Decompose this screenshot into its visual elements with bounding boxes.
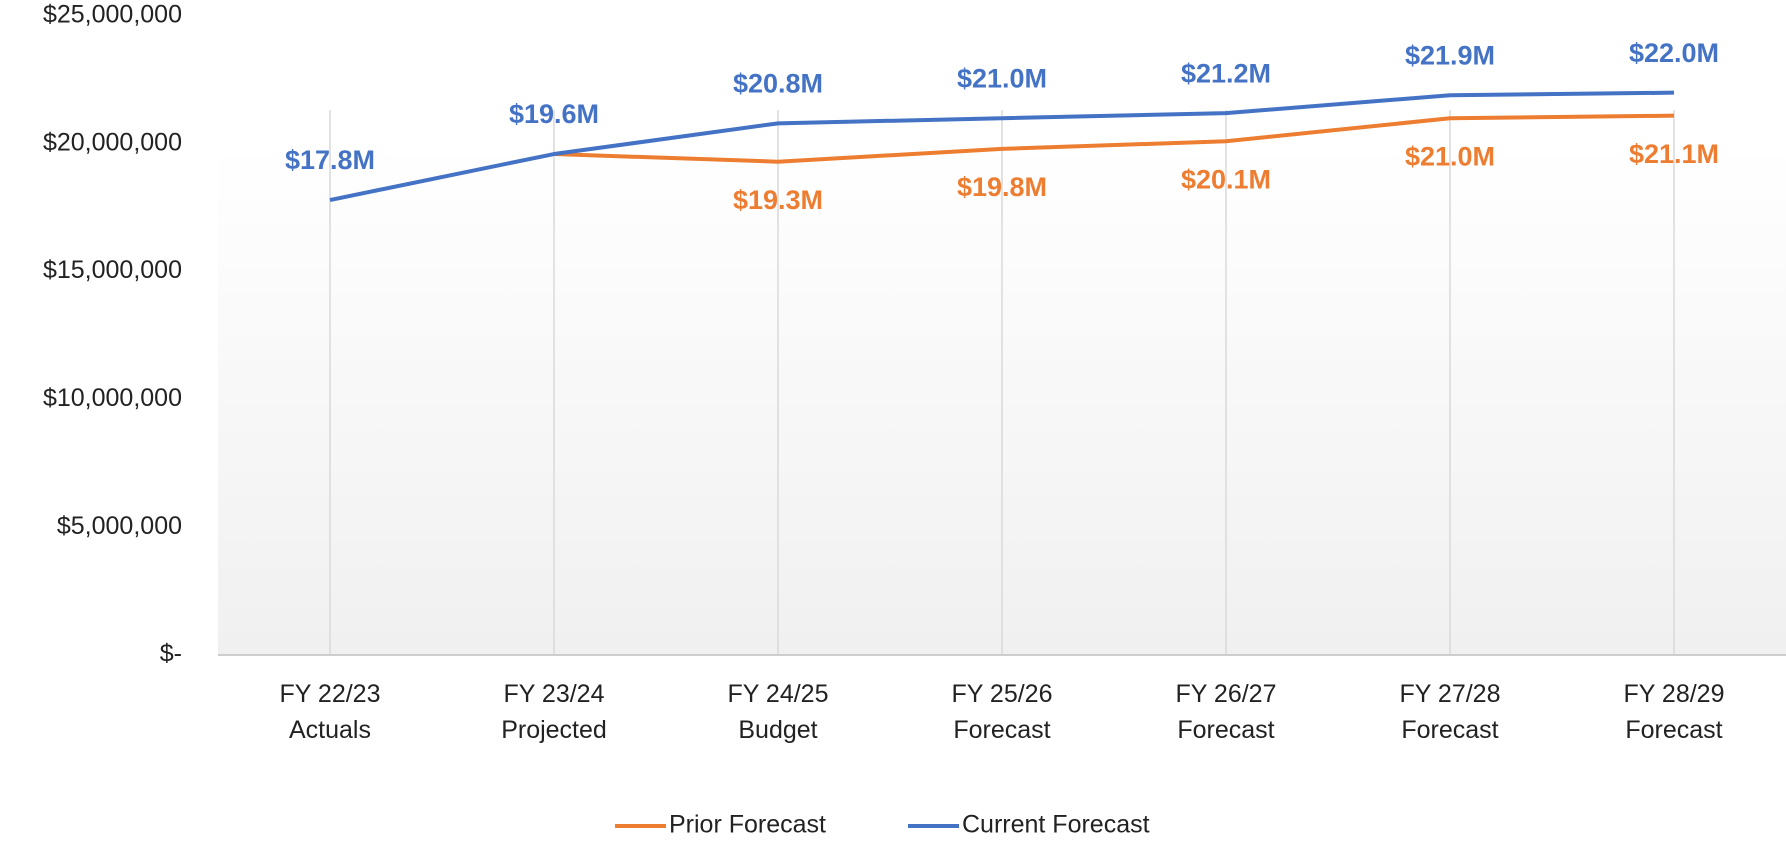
y-tick-label: $5,000,000 bbox=[57, 512, 182, 540]
x-tick-label: FY 24/25 Budget bbox=[727, 680, 828, 744]
data-label: $21.0M bbox=[957, 63, 1047, 93]
x-tick-label-line: Forecast bbox=[1177, 716, 1274, 744]
y-tick-label: $20,000,000 bbox=[43, 128, 182, 156]
x-tick-label-line: FY 28/29 bbox=[1623, 680, 1724, 708]
data-label: $21.1M bbox=[1629, 139, 1719, 169]
x-tick-label-line: Forecast bbox=[1401, 716, 1498, 744]
x-tick-label: FY 22/23 Actuals bbox=[279, 680, 380, 744]
x-tick-label: FY 27/28 Forecast bbox=[1399, 680, 1500, 744]
x-tick-label-line: FY 27/28 bbox=[1399, 680, 1500, 708]
data-label: $21.2M bbox=[1181, 58, 1271, 88]
y-tick-label: $25,000,000 bbox=[43, 1, 182, 29]
data-label: $21.0M bbox=[1405, 141, 1495, 171]
y-tick-label: $- bbox=[160, 640, 182, 668]
y-tick-label: $10,000,000 bbox=[43, 384, 182, 412]
x-tick-label-line: Actuals bbox=[289, 716, 371, 744]
legend-label: Current Forecast bbox=[962, 811, 1150, 839]
data-label: $21.9M bbox=[1405, 40, 1495, 70]
data-label: $19.6M bbox=[509, 99, 599, 129]
data-label: $19.3M bbox=[733, 185, 823, 215]
x-tick-label-line: FY 25/26 bbox=[951, 680, 1052, 708]
series-line bbox=[329, 90, 1675, 202]
x-tick-label-line: Forecast bbox=[953, 716, 1050, 744]
x-tick-label-line: FY 23/24 bbox=[503, 680, 604, 708]
x-tick-label-line: FY 24/25 bbox=[727, 680, 828, 708]
data-label: $20.1M bbox=[1181, 164, 1271, 194]
x-tick-label: FY 25/26 Forecast bbox=[951, 680, 1052, 744]
x-tick-label: FY 28/29 Forecast bbox=[1623, 680, 1724, 744]
x-tick-label-line: Forecast bbox=[1625, 716, 1722, 744]
data-label: $19.8M bbox=[957, 172, 1047, 202]
x-tick-label-line: FY 26/27 bbox=[1175, 680, 1276, 708]
x-tick-label: FY 23/24 Projected bbox=[501, 680, 607, 744]
x-tick-label-line: FY 22/23 bbox=[279, 680, 380, 708]
data-label: $22.0M bbox=[1629, 38, 1719, 68]
data-label: $20.8M bbox=[733, 68, 823, 98]
y-tick-label: $15,000,000 bbox=[43, 256, 182, 284]
x-tick-label-line: Projected bbox=[501, 716, 607, 744]
x-tick-label: FY 26/27 Forecast bbox=[1175, 680, 1276, 744]
x-tick-label-line: Budget bbox=[738, 716, 817, 744]
legend-label: Prior Forecast bbox=[669, 811, 826, 839]
series-line bbox=[553, 113, 1675, 164]
data-label: $17.8M bbox=[285, 145, 375, 175]
